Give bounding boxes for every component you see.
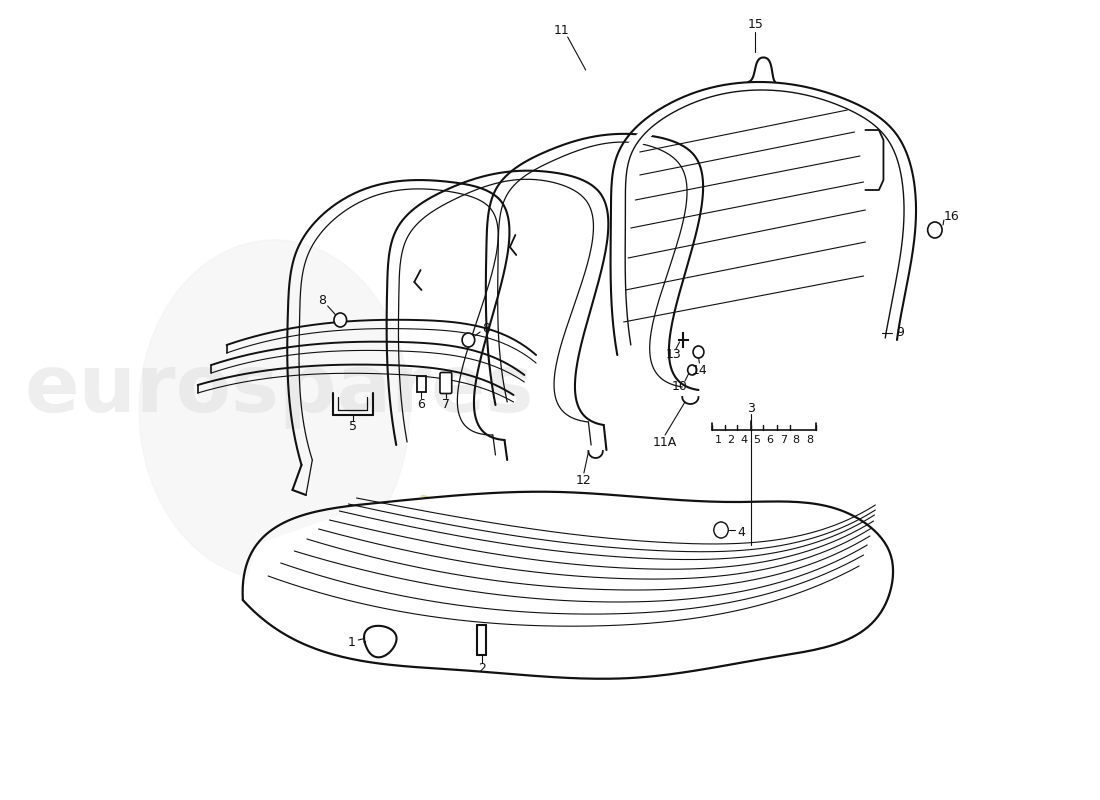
Text: 6: 6: [418, 398, 426, 410]
Text: 13: 13: [666, 349, 681, 362]
Text: 14: 14: [692, 363, 707, 377]
Text: 2: 2: [478, 662, 486, 675]
Text: 8: 8: [806, 435, 813, 445]
Text: 1: 1: [348, 635, 355, 649]
Text: 11A: 11A: [653, 435, 678, 449]
Text: eurospares: eurospares: [24, 351, 534, 429]
Circle shape: [714, 522, 728, 538]
Text: 5: 5: [349, 421, 356, 434]
Text: 3: 3: [747, 402, 755, 414]
Text: 5: 5: [754, 435, 760, 445]
Circle shape: [688, 365, 696, 375]
Text: 2: 2: [727, 435, 735, 445]
Text: 6: 6: [767, 435, 773, 445]
Text: 1: 1: [715, 435, 722, 445]
Text: 8: 8: [483, 322, 491, 334]
Text: 11: 11: [553, 23, 569, 37]
Text: 4: 4: [740, 435, 747, 445]
Polygon shape: [364, 628, 396, 650]
Circle shape: [334, 313, 346, 327]
FancyBboxPatch shape: [440, 373, 452, 394]
Text: 15: 15: [747, 18, 763, 31]
Text: 12: 12: [576, 474, 592, 486]
Text: a passion for parts since 1985: a passion for parts since 1985: [412, 489, 759, 622]
Text: 7: 7: [442, 398, 450, 410]
Text: 10: 10: [672, 381, 688, 394]
Circle shape: [462, 333, 475, 347]
Circle shape: [927, 222, 942, 238]
Text: 7: 7: [780, 435, 786, 445]
Polygon shape: [610, 82, 915, 355]
Text: 8: 8: [318, 294, 327, 306]
Text: 4: 4: [737, 526, 745, 538]
Text: 9: 9: [895, 326, 903, 339]
Text: 16: 16: [944, 210, 959, 223]
Ellipse shape: [139, 240, 410, 580]
Text: 8: 8: [792, 435, 800, 445]
Polygon shape: [243, 492, 891, 678]
Circle shape: [693, 346, 704, 358]
